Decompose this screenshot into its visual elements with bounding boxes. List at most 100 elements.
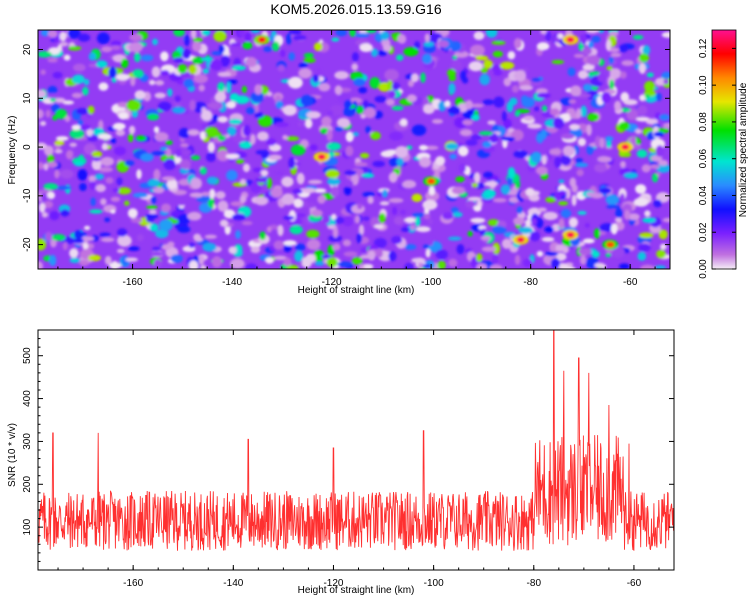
heatmap-cell <box>345 145 354 157</box>
heatmap-cell <box>243 124 251 137</box>
heatmap-cell <box>254 112 264 119</box>
heatmap-cell <box>454 50 469 58</box>
heatmap-cell <box>577 210 587 215</box>
heatmap-cell <box>242 41 253 50</box>
heatmap-cell <box>615 207 623 218</box>
heatmap-cell <box>271 41 280 52</box>
heatmap-cell <box>180 143 189 148</box>
heatmap-cell <box>385 98 395 106</box>
heatmap-cell <box>519 85 534 91</box>
heatmap-cell <box>481 246 497 252</box>
heatmap-cell <box>344 170 357 176</box>
heatmap-cell <box>636 105 648 116</box>
heatmap-cell <box>245 56 257 68</box>
heatmap-cell <box>661 71 670 79</box>
heatmap-cell <box>482 99 495 106</box>
heatmap-cell <box>161 176 176 181</box>
heatmap-cell <box>105 177 114 184</box>
heatmap-cell <box>458 163 466 173</box>
heatmap-cell <box>43 200 54 209</box>
heatmap-cell <box>283 215 295 220</box>
colorbar-tick-label: 0.00 <box>698 259 709 279</box>
heatmap-cell <box>204 234 217 239</box>
heatmap-cell <box>331 37 340 42</box>
heatmap-cell <box>304 118 313 129</box>
heatmap-cell <box>480 67 488 74</box>
heatmap-cell <box>314 261 325 266</box>
heatmap-cell <box>465 139 478 146</box>
heatmap-cell <box>115 129 126 137</box>
heatmap-cell <box>266 138 277 146</box>
heatmap-cell <box>73 63 86 72</box>
colorbar-tick-label: 0.08 <box>698 112 709 132</box>
heatmap-hotspot <box>257 36 266 43</box>
heatmap-cell <box>163 158 176 171</box>
heatmap-cell <box>606 65 613 71</box>
heatmap-cell <box>406 145 413 150</box>
heatmap-cell <box>97 133 112 140</box>
heatmap-cell <box>39 121 47 127</box>
heatmap-cell <box>218 44 225 54</box>
heatmap-cell <box>189 192 203 198</box>
heatmap-cell <box>542 211 558 221</box>
heatmap-cell <box>69 257 81 264</box>
heatmap-cell <box>351 52 359 62</box>
colorbar-tick-label: 0.06 <box>698 149 709 169</box>
heatmap-cell <box>471 114 480 121</box>
heatmap-cell <box>217 81 225 92</box>
heatmap-cell <box>452 55 458 60</box>
heatmap-cell <box>428 185 436 196</box>
heatmap-cell <box>154 131 169 142</box>
heatmap-cell <box>128 125 136 135</box>
heatmap-cell <box>541 105 548 112</box>
heatmap-cell <box>382 44 392 52</box>
heatmap-cell <box>644 93 651 99</box>
heatmap-cell <box>480 235 491 241</box>
heatmap-cell <box>352 132 359 137</box>
heatmap-cell <box>306 229 320 239</box>
heatmap-cell <box>365 126 371 134</box>
heatmap-cell <box>516 206 523 214</box>
heatmap-cell <box>43 145 54 156</box>
heatmap-cell <box>444 100 451 108</box>
heatmap-cell <box>47 30 58 38</box>
heatmap-cell <box>285 136 300 142</box>
heatmap-cell <box>431 118 444 124</box>
snr-series-line <box>38 330 674 551</box>
heatmap-cell <box>654 112 662 122</box>
heatmap-cell <box>459 129 473 137</box>
heatmap-cell <box>594 163 607 173</box>
heatmap-cell <box>49 210 60 221</box>
heatmap-cell <box>536 92 551 99</box>
heatmap-cell <box>190 155 201 161</box>
heatmap-cell <box>343 106 356 117</box>
heatmap-cell <box>45 231 53 242</box>
heatmap-cell <box>271 30 277 38</box>
heatmap-cell <box>359 152 370 159</box>
heatmap-cell <box>580 105 587 118</box>
heatmap-cell <box>211 256 222 268</box>
heatmap-cell <box>403 262 414 269</box>
heatmap-cell <box>579 255 587 265</box>
colorbar-tick-label: 0.12 <box>698 38 709 58</box>
heatmap-cell <box>599 137 605 149</box>
heatmap-cell <box>402 179 417 189</box>
heatmap-cell <box>599 187 612 194</box>
heatmap-cell <box>560 208 572 219</box>
heatmap-cell <box>49 254 57 266</box>
heatmap-cell <box>217 116 228 123</box>
heatmap-cell <box>277 64 285 72</box>
heatmap-cell <box>645 118 659 125</box>
heatmap-cell <box>188 64 197 75</box>
heatmap-cell <box>470 103 484 108</box>
heatmap-cell <box>282 134 288 140</box>
heatmap-cell <box>183 78 194 88</box>
heatmap-cell <box>550 258 561 269</box>
heatmap-cell <box>294 243 306 251</box>
heatmap-cell <box>586 54 601 66</box>
heatmap-cell <box>380 31 390 41</box>
heatmap-cell <box>313 250 325 262</box>
heatmap-cell <box>407 80 415 87</box>
heatmap-cell <box>87 254 102 262</box>
heatmap-cell <box>577 70 589 80</box>
